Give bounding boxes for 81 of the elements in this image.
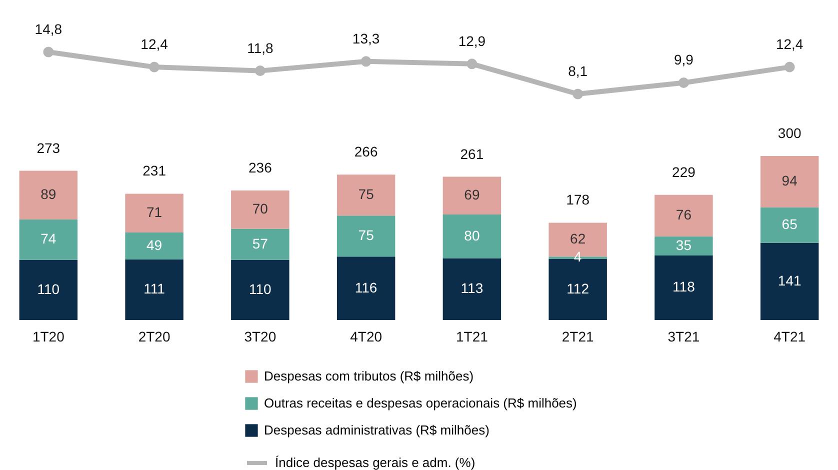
bar xyxy=(760,156,819,208)
bar xyxy=(125,232,184,260)
legend-label: Despesas com tributos (R$ milhões) xyxy=(264,368,474,384)
legend-label: Outras receitas e despesas operacionais (R$ milhões) xyxy=(264,396,577,410)
data-label: 94 xyxy=(782,172,798,189)
data-label: 35 xyxy=(676,236,692,253)
bar xyxy=(231,260,290,320)
total-label: 229 xyxy=(672,164,696,180)
total-label: 178 xyxy=(566,192,590,208)
data-label: 80 xyxy=(464,227,480,244)
data-label: 13,3 xyxy=(352,30,380,46)
x-tick-label: 1T21 xyxy=(456,328,488,344)
point xyxy=(572,88,584,100)
data-label: 65 xyxy=(782,216,798,232)
x-tick-label: 4T20 xyxy=(350,328,382,344)
bar xyxy=(760,207,819,243)
point xyxy=(678,77,689,88)
bar xyxy=(654,194,713,236)
point xyxy=(360,56,372,67)
bar xyxy=(336,216,396,257)
data-label: 70 xyxy=(252,200,268,217)
data-label: 4 xyxy=(574,248,582,265)
data-label: 110 xyxy=(249,280,272,297)
data-label: 62 xyxy=(570,230,586,247)
bar xyxy=(654,255,713,320)
x-tick-label: 2T20 xyxy=(138,328,170,344)
x-tick-label: 2T21 xyxy=(562,328,594,344)
point xyxy=(43,46,54,58)
point xyxy=(149,62,160,72)
bar xyxy=(760,242,819,320)
data-label: 110 xyxy=(37,280,60,297)
data-label: 141 xyxy=(778,272,802,288)
data-label: 75 xyxy=(358,227,374,244)
bar xyxy=(19,219,78,260)
total-label: 300 xyxy=(778,125,802,141)
data-label: 14,8 xyxy=(34,21,62,37)
bar xyxy=(442,258,502,320)
data-label: 89 xyxy=(40,186,56,202)
data-label: 118 xyxy=(672,278,696,295)
bar xyxy=(442,214,502,258)
bar xyxy=(231,190,290,229)
bar xyxy=(442,176,502,214)
bar xyxy=(19,170,78,220)
x-tick-label: 3T21 xyxy=(668,328,700,344)
data-label: 12,4 xyxy=(140,36,168,52)
data-label: 71 xyxy=(146,204,162,220)
legend-label: Despesas administrativas (R$ milhões) xyxy=(264,422,490,438)
bar xyxy=(125,194,184,233)
bar xyxy=(336,174,396,216)
point xyxy=(784,62,795,72)
data-label: 116 xyxy=(354,279,378,296)
data-label: 12,4 xyxy=(776,36,804,52)
data-label: 8,1 xyxy=(568,63,588,79)
total-label: 261 xyxy=(460,146,484,162)
legend-label: Índice despesas gerais e adm. (%) xyxy=(275,455,476,470)
point xyxy=(254,66,266,76)
data-label: 74 xyxy=(40,230,56,247)
data-label: 9,9 xyxy=(674,52,694,68)
data-label: 112 xyxy=(566,280,590,296)
bar xyxy=(19,260,78,320)
data-label: 12,9 xyxy=(458,32,486,49)
x-tick-label: 4T21 xyxy=(774,328,806,344)
x-tick-label: 3T20 xyxy=(244,328,276,344)
total-label: 231 xyxy=(142,162,166,179)
total-label: 273 xyxy=(36,140,60,156)
data-label: 49 xyxy=(146,236,162,253)
data-label: 57 xyxy=(252,235,268,252)
x-tick-label: 1T20 xyxy=(32,328,65,344)
bar xyxy=(654,236,713,256)
bar xyxy=(336,256,396,320)
data-label: 113 xyxy=(460,280,484,296)
total-label: 266 xyxy=(354,144,378,160)
data-label: 75 xyxy=(358,186,374,202)
data-label: 11,8 xyxy=(247,40,274,56)
bar xyxy=(231,228,290,260)
point xyxy=(466,58,478,70)
bar xyxy=(125,259,184,320)
data-label: 111 xyxy=(144,280,166,297)
total-label: 236 xyxy=(248,159,272,176)
data-label: 69 xyxy=(464,186,480,203)
data-label: 76 xyxy=(676,206,692,223)
